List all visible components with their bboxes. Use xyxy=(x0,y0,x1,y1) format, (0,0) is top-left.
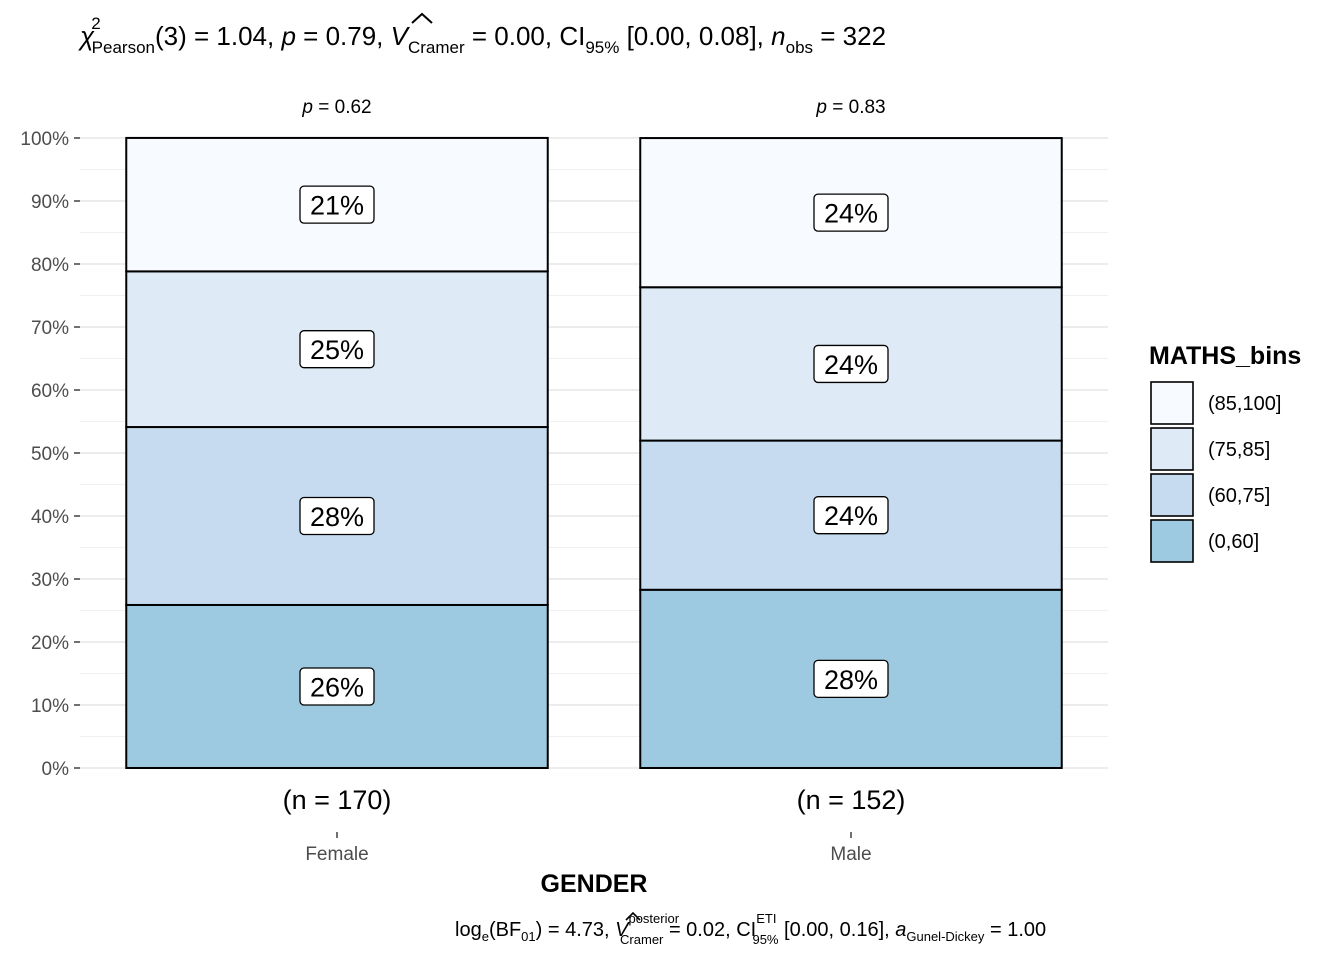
y-tick-label: 60% xyxy=(31,381,69,402)
data-label: 24% xyxy=(824,350,878,380)
chart-caption: loge(BF01) = 4.73, Vposterior Cramer = 0.… xyxy=(455,911,1046,947)
y-tick-label: 90% xyxy=(31,192,69,213)
legend-key xyxy=(1150,427,1194,471)
bar-pvalue: p = 0.83 xyxy=(815,97,885,118)
data-label: 26% xyxy=(310,672,364,702)
x-axis: (n = 170) Female (n = 152) Male xyxy=(283,785,906,865)
y-tick-label: 100% xyxy=(20,129,69,150)
legend-label: (0,60] xyxy=(1208,531,1259,553)
bar-count-label: (n = 152) xyxy=(797,785,906,815)
legend-key xyxy=(1150,519,1194,563)
y-tick-label: 40% xyxy=(31,507,69,528)
legend-key xyxy=(1150,473,1194,517)
pvalue-symbol: p xyxy=(301,97,313,118)
data-label-box xyxy=(299,185,375,224)
y-tick-label: 70% xyxy=(31,318,69,339)
data-label: 24% xyxy=(824,501,878,531)
data-label: 21% xyxy=(310,191,364,221)
pvalue-value: = 0.62 xyxy=(313,97,372,118)
y-tick-label: 30% xyxy=(31,570,69,591)
data-label-box xyxy=(813,496,889,535)
chart-subtitle: χ2 Pearson(3) = 1.04, p = 0.79, VCramer =… xyxy=(78,14,886,57)
v-hat-icon xyxy=(625,911,641,921)
y-tick-label: 80% xyxy=(31,255,69,276)
y-tick-label: 0% xyxy=(42,759,70,780)
bar-pvalue: p = 0.62 xyxy=(301,97,371,118)
data-label-box xyxy=(299,496,375,536)
x-axis-title: GENDER xyxy=(541,870,648,898)
x-tick-label: Female xyxy=(305,844,368,865)
data-label-box xyxy=(299,667,375,706)
y-axis: 0% 10% 20% 30% 40% 50% 60% 70% 80% 90% 100% xyxy=(20,129,80,780)
data-label: 28% xyxy=(310,502,364,532)
legend-title: MATHS_bins xyxy=(1149,342,1301,370)
legend-key xyxy=(1150,381,1194,425)
y-tick-label: 50% xyxy=(31,444,69,465)
data-label-box xyxy=(299,330,375,369)
bar-count-label: (n = 170) xyxy=(283,785,392,815)
pvalue-symbol: p xyxy=(815,97,827,118)
legend-label: (60,75] xyxy=(1208,485,1270,507)
data-label: 28% xyxy=(824,665,878,695)
y-tick-label: 10% xyxy=(31,696,69,717)
bars: 26% 28% 25% 21% p = 0.62 28% 24% 24% 24% p = 0.83 xyxy=(125,97,1063,770)
v-hat-icon xyxy=(411,12,433,24)
data-label-box xyxy=(813,344,889,384)
pvalue-value: = 0.83 xyxy=(827,97,886,118)
y-tick-label: 20% xyxy=(31,633,69,654)
legend: MATHS_bins (85,100] (75,85] (60,75] (0,60] xyxy=(1149,342,1301,563)
data-label: 24% xyxy=(824,199,878,229)
x-tick-label: Male xyxy=(830,844,871,865)
data-label-box xyxy=(813,193,889,232)
data-label: 25% xyxy=(310,335,364,365)
data-label-box xyxy=(813,659,889,699)
legend-label: (75,85] xyxy=(1208,439,1270,461)
legend-label: (85,100] xyxy=(1208,393,1281,415)
